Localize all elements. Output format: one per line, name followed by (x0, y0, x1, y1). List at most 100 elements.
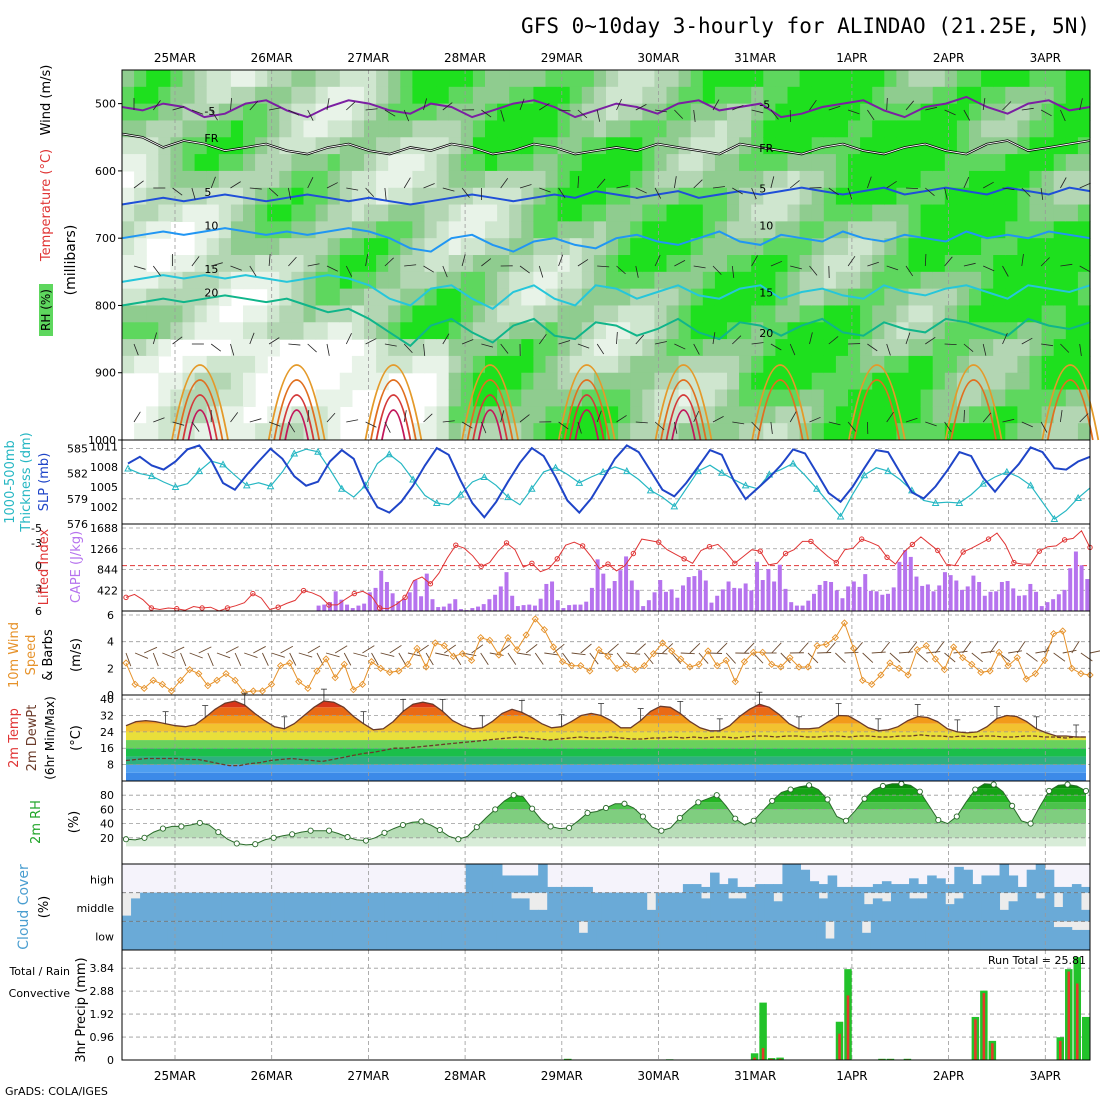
dewpoint-axis-label: 2m DewPt (25, 705, 40, 772)
rh-shading-cell (1029, 86, 1043, 105)
rh-marker (510, 792, 517, 799)
rh-shading-cell (1017, 238, 1031, 256)
rh-shading-cell (436, 406, 450, 424)
precip-tick-label: 2.88 (90, 985, 115, 998)
rh-shading-cell (448, 389, 462, 407)
rh-shading-cell (1065, 406, 1079, 424)
rh-shading-cell (690, 170, 704, 189)
rh-marker (861, 795, 868, 802)
rh-shading-cell (981, 355, 994, 374)
wind-barb (644, 652, 654, 665)
rh-shading-cell (581, 86, 595, 105)
rh-shading-cell (206, 154, 220, 172)
temp-tick-label: 24 (100, 726, 114, 739)
rh-shading-cell (739, 322, 752, 340)
wind-speed-marker (849, 644, 858, 652)
cloud-bar (574, 892, 584, 922)
cape-bar (920, 585, 925, 611)
rh-shading-cell (1041, 255, 1055, 273)
rh-shading-cell (1029, 355, 1043, 374)
rh-shading-cell (194, 238, 208, 256)
rh-shading-cell (872, 322, 885, 340)
rh-shading-cell (787, 423, 801, 441)
cape-bar (441, 606, 446, 611)
rh-shading-cell (122, 154, 135, 172)
wind-barb (589, 652, 599, 665)
rh-shading-cell (364, 238, 377, 256)
rh-shading-cell (1041, 355, 1055, 374)
rh-shading-cell (811, 255, 825, 273)
rh-shading-cell (727, 204, 740, 222)
warm-contour (477, 409, 503, 441)
rh-shading-cell (412, 137, 426, 155)
rh-shading-cell (122, 339, 135, 357)
rh-shading-cell (1077, 86, 1091, 105)
wind-barb (712, 99, 720, 111)
wind-speed-marker (386, 668, 394, 676)
wind-speed-marker (258, 687, 267, 695)
wind-barb (886, 180, 897, 189)
cloud-bar (870, 921, 881, 950)
rh-shading-cell (448, 120, 462, 138)
rh-shading-cell (606, 221, 619, 239)
cape-bar (595, 559, 600, 611)
wind-barb (577, 343, 590, 349)
rh-shading-cell (860, 221, 873, 239)
wind-barb (562, 652, 572, 665)
cloud-bar (664, 892, 675, 922)
rh-shading-cell (848, 137, 861, 155)
rh-shading-cell (472, 86, 486, 105)
rh-shading-cell (1065, 137, 1079, 155)
rh-shading-cell (448, 322, 462, 340)
rh-shading-cell (460, 154, 474, 172)
rh-shading-cell (1053, 288, 1067, 307)
rh-shading-cell (448, 137, 462, 155)
rh-shading-cell (303, 86, 317, 105)
rh-shading-cell (509, 221, 522, 239)
cape-bar (681, 585, 686, 611)
wind-speed-marker (758, 648, 767, 656)
rh-shading-cell (775, 305, 789, 323)
cape-bar (458, 609, 463, 611)
wind-barb (662, 643, 674, 654)
cloud-bar (339, 892, 349, 922)
rh-shading-cell (787, 70, 801, 88)
cloud-bar (861, 932, 872, 950)
rh-shading-cell (1077, 204, 1091, 222)
cape-bar (584, 601, 589, 611)
rh-shading-cell (739, 305, 752, 323)
rh-shading-cell (400, 187, 413, 206)
rh-shading-cell (981, 204, 994, 222)
rh-shading-cell (896, 372, 910, 391)
rh-shading-cell (799, 339, 813, 357)
warm-contour (557, 364, 616, 441)
precip-tick-label: 0 (107, 1054, 114, 1067)
wind-barb (770, 343, 782, 351)
rh-shading-cell (533, 70, 547, 88)
wind-barb (262, 652, 269, 666)
wind-speed-marker (131, 680, 139, 688)
rh-shading-cell (981, 406, 994, 424)
rh-shading-cell (303, 154, 317, 172)
wind-speed-marker (913, 646, 921, 654)
wind-barb (230, 181, 241, 189)
rh-shading-cell (581, 372, 595, 391)
rh-shading-cell (823, 355, 837, 374)
warm-contour (665, 394, 702, 441)
wind-barb (982, 98, 986, 111)
wind-speed-marker (622, 660, 630, 668)
rh-shading-cell (654, 120, 668, 138)
rh-shading-cell (400, 154, 413, 172)
rh-shading-cell (884, 238, 897, 256)
date-label-top: 25MAR (154, 51, 196, 65)
rh-shading-cell (956, 288, 970, 307)
rh-shading-cell (158, 70, 171, 88)
rh-shading-cell (291, 305, 305, 323)
rh-shading-cell (460, 170, 474, 189)
rh-shading-cell (932, 103, 946, 122)
wind-barb (847, 421, 856, 432)
rh-shading-cell (485, 305, 498, 323)
rh-shading-cell (497, 86, 510, 105)
rh-shading-cell (351, 154, 365, 172)
rh-shading-cell (630, 288, 643, 307)
